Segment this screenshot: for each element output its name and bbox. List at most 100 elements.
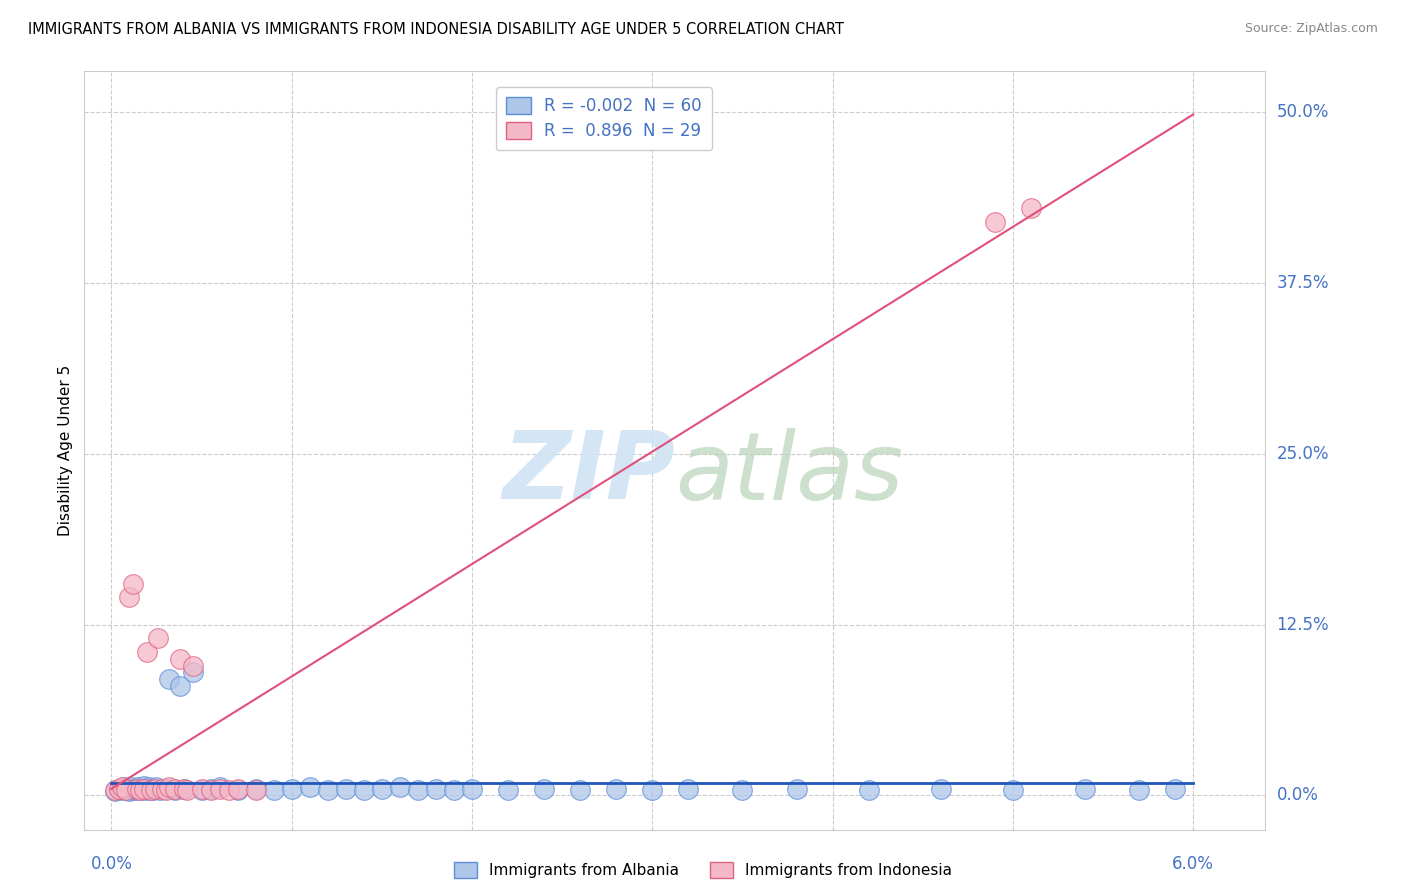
Point [335, 781, 357, 796]
Point [245, 783, 267, 797]
Point [533, 781, 555, 796]
Point [190, 781, 212, 796]
Point [1019, 201, 1042, 215]
Point [929, 781, 952, 796]
Point [104, 783, 127, 797]
Point [263, 783, 285, 797]
Point [605, 781, 627, 796]
Point [118, 591, 141, 605]
Text: 25.0%: 25.0% [1277, 445, 1329, 463]
Point [1074, 781, 1097, 796]
Point [148, 632, 170, 646]
Point [114, 783, 136, 797]
Point [125, 783, 148, 797]
Text: ZIP: ZIP [502, 427, 675, 519]
Point [218, 783, 240, 797]
Point [145, 780, 167, 795]
Point [111, 783, 134, 797]
Point [155, 781, 177, 796]
Point [858, 783, 880, 797]
Point [132, 779, 155, 793]
Point [114, 783, 136, 797]
Point [125, 781, 148, 796]
Point [226, 781, 249, 796]
Point [190, 783, 212, 797]
Point [112, 780, 135, 795]
Legend: R = -0.002  N = 60, R =  0.896  N = 29: R = -0.002 N = 60, R = 0.896 N = 29 [496, 87, 711, 150]
Point [136, 783, 159, 797]
Point [176, 783, 198, 797]
Point [786, 781, 808, 796]
Point [169, 652, 191, 666]
Point [107, 781, 129, 796]
Point [142, 783, 165, 797]
Point [1164, 781, 1187, 796]
Point [425, 781, 447, 796]
Point [1128, 783, 1150, 797]
Point [122, 576, 145, 591]
Point [200, 781, 222, 796]
Point [208, 781, 231, 796]
Point [163, 783, 186, 797]
Point [104, 784, 127, 798]
Text: Source: ZipAtlas.com: Source: ZipAtlas.com [1244, 22, 1378, 36]
Text: 6.0%: 6.0% [1173, 855, 1215, 872]
Point [280, 781, 302, 796]
Point [139, 783, 162, 797]
Point [129, 783, 152, 797]
Point [157, 673, 180, 687]
Point [226, 783, 249, 797]
Text: IMMIGRANTS FROM ALBANIA VS IMMIGRANTS FROM INDONESIA DISABILITY AGE UNDER 5 CORR: IMMIGRANTS FROM ALBANIA VS IMMIGRANTS FR… [28, 22, 844, 37]
Point [316, 783, 339, 797]
Point [139, 781, 162, 796]
Point [641, 783, 664, 797]
Point [135, 781, 157, 796]
Point [150, 781, 173, 796]
Point [569, 783, 592, 797]
Point [1001, 783, 1024, 797]
Point [129, 781, 152, 796]
Point [443, 783, 465, 797]
Point [163, 781, 186, 796]
Point [132, 781, 155, 796]
Point [136, 645, 159, 659]
Text: atlas: atlas [675, 427, 903, 519]
Point [731, 783, 754, 797]
Point [143, 781, 166, 796]
Point [371, 781, 394, 796]
Point [131, 783, 153, 797]
Point [984, 214, 1007, 228]
Point [124, 781, 146, 796]
Point [406, 783, 429, 797]
Legend: Immigrants from Albania, Immigrants from Indonesia: Immigrants from Albania, Immigrants from… [449, 856, 957, 884]
Text: 37.5%: 37.5% [1277, 274, 1329, 292]
Text: 12.5%: 12.5% [1277, 615, 1329, 633]
Point [118, 784, 141, 798]
Point [127, 780, 149, 795]
Point [678, 781, 700, 796]
Point [245, 781, 267, 796]
Point [122, 783, 145, 797]
Point [181, 665, 204, 680]
Point [111, 780, 134, 795]
Point [120, 780, 142, 795]
Point [353, 783, 375, 797]
Text: 0.0%: 0.0% [90, 855, 132, 872]
Point [388, 780, 411, 795]
Point [157, 780, 180, 795]
Point [117, 781, 139, 796]
Text: 0.0%: 0.0% [1277, 787, 1319, 805]
Point [138, 780, 160, 795]
Point [155, 783, 177, 797]
Point [143, 781, 166, 796]
Point [173, 781, 195, 796]
Point [169, 679, 191, 693]
Point [208, 780, 231, 795]
Point [149, 783, 172, 797]
Point [173, 781, 195, 796]
Point [200, 783, 222, 797]
Point [461, 781, 484, 796]
Point [107, 781, 129, 796]
Point [496, 783, 519, 797]
Text: 50.0%: 50.0% [1277, 103, 1329, 121]
